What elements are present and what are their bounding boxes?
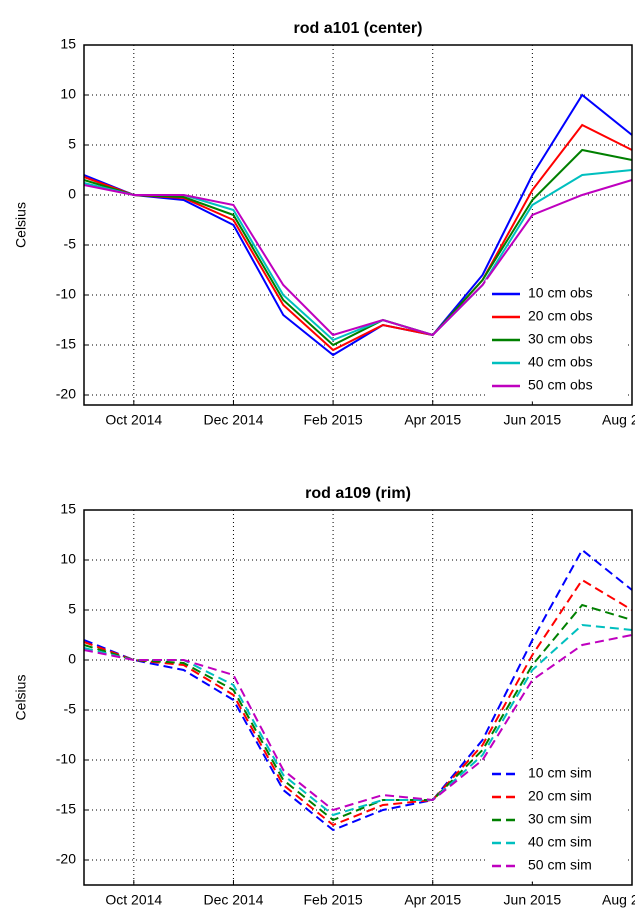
legend-label: 50 cm obs <box>528 377 593 393</box>
data-line <box>83 603 633 822</box>
legend-label: 20 cm sim <box>528 788 592 804</box>
x-tick-label: Jun 2015 <box>504 892 562 908</box>
x-tick-label: Apr 2015 <box>404 412 461 428</box>
x-tick-label: Dec 2014 <box>203 892 263 908</box>
y-tick-label: -10 <box>56 286 76 302</box>
y-axis-label: Celsius <box>13 675 29 721</box>
plot-frame <box>83 509 633 886</box>
legend-label: 40 cm obs <box>528 354 593 370</box>
y-tick-label: 15 <box>60 501 76 517</box>
data-line <box>83 634 633 812</box>
data-line <box>83 548 633 832</box>
legend-label: 20 cm obs <box>528 308 593 324</box>
legend-label: 40 cm sim <box>528 834 592 850</box>
y-tick-label: -20 <box>56 386 76 402</box>
legend-label: 10 cm sim <box>528 765 592 781</box>
y-tick-label: -10 <box>56 751 76 767</box>
chart-title: rod a109 (rim) <box>305 485 411 502</box>
y-tick-label: -15 <box>56 801 76 817</box>
legend-label: 50 cm sim <box>528 857 592 873</box>
y-tick-label: 0 <box>68 651 76 667</box>
plot-frame <box>83 44 633 406</box>
y-tick-label: 5 <box>68 601 76 617</box>
data-line <box>83 578 633 827</box>
legend-label: 10 cm obs <box>528 285 593 301</box>
data-line <box>83 179 633 337</box>
chart-title: rod a101 (center) <box>294 20 423 37</box>
x-tick-label: Jun 2015 <box>504 412 562 428</box>
y-tick-label: -20 <box>56 851 76 867</box>
legend-label: 30 cm obs <box>528 331 593 347</box>
y-tick-label: 5 <box>68 136 76 152</box>
legend-label: 30 cm sim <box>528 811 592 827</box>
x-tick-label: Apr 2015 <box>404 892 461 908</box>
x-tick-label: Feb 2015 <box>304 892 363 908</box>
x-tick-label: Aug 2015 <box>602 892 635 908</box>
y-tick-label: -15 <box>56 336 76 352</box>
x-tick-label: Oct 2014 <box>105 412 162 428</box>
data-line <box>83 148 633 347</box>
y-tick-label: -5 <box>64 236 77 252</box>
x-tick-label: Feb 2015 <box>304 412 363 428</box>
x-tick-label: Dec 2014 <box>203 412 263 428</box>
y-tick-label: 0 <box>68 186 76 202</box>
y-tick-label: 10 <box>60 551 76 567</box>
y-tick-label: 15 <box>60 36 76 52</box>
y-axis-label: Celsius <box>13 202 29 248</box>
y-tick-label: -5 <box>64 701 77 717</box>
data-line <box>83 93 633 357</box>
x-tick-label: Aug 2015 <box>602 412 635 428</box>
y-tick-label: 10 <box>60 86 76 102</box>
x-tick-label: Oct 2014 <box>105 892 162 908</box>
